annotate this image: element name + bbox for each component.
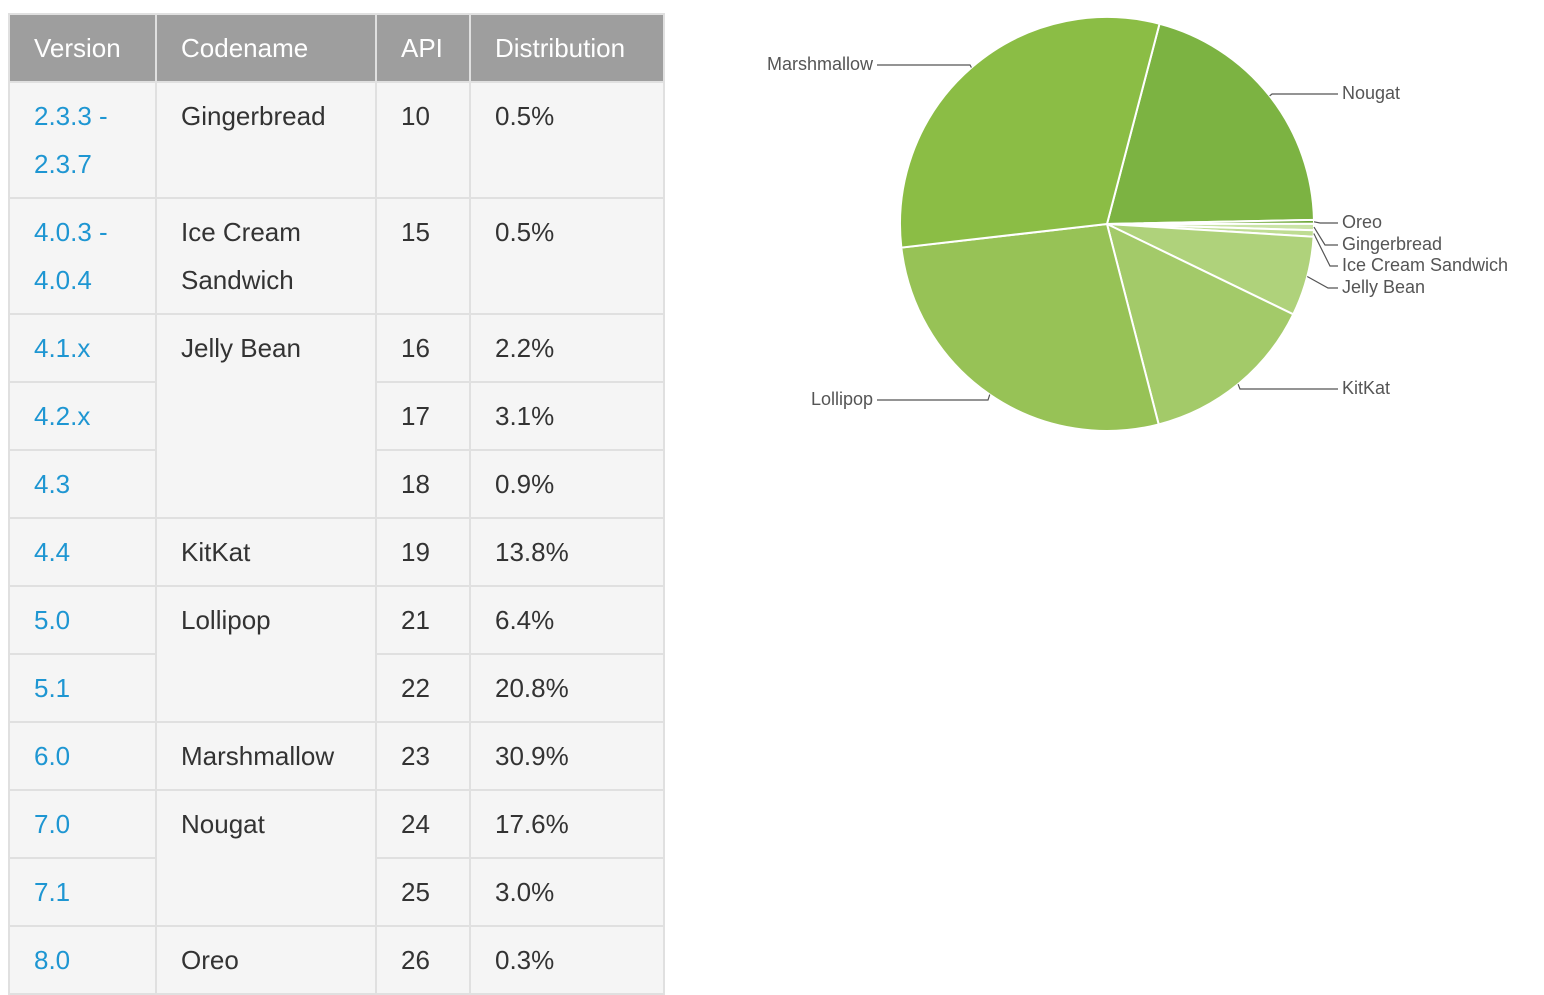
- leader-line: [1306, 276, 1338, 289]
- leader-line: [1237, 383, 1338, 390]
- distribution: 20.8%: [469, 653, 665, 723]
- column-header: Version: [8, 13, 157, 83]
- leader-line: [877, 394, 991, 401]
- slice-label: Nougat: [1342, 83, 1400, 103]
- api-level: 24: [375, 789, 471, 859]
- slice-label: Gingerbread: [1342, 234, 1442, 254]
- api-level: 19: [375, 517, 471, 587]
- codename: Oreo: [155, 925, 377, 995]
- version-link[interactable]: 4.3: [8, 449, 157, 519]
- column-header: Codename: [155, 13, 377, 83]
- column-header: API: [375, 13, 471, 83]
- api-level: 17: [375, 381, 471, 451]
- version-link[interactable]: 4.4: [8, 517, 157, 587]
- version-link[interactable]: 8.0: [8, 925, 157, 995]
- version-link[interactable]: 2.3.3 - 2.3.7: [8, 81, 157, 199]
- slice-label: Jelly Bean: [1342, 277, 1425, 297]
- version-link[interactable]: 5.0: [8, 585, 157, 655]
- table-row: 5.0 Lollipop 21 6.4%: [8, 585, 665, 723]
- distribution: 30.9%: [469, 721, 665, 791]
- leader-line: [877, 64, 972, 68]
- codename: Ice Cream Sandwich: [155, 197, 377, 315]
- table-row: 4.2.x 17 3.1%: [8, 381, 665, 451]
- column-header: Distribution: [469, 13, 665, 83]
- api-level: 23: [375, 721, 471, 791]
- leader-line: [1313, 221, 1338, 224]
- distribution: 0.3%: [469, 925, 665, 995]
- distribution: 17.6%: [469, 789, 665, 859]
- api-level: 26: [375, 925, 471, 995]
- api-level: 22: [375, 653, 471, 723]
- distribution: 3.1%: [469, 381, 665, 451]
- version-link[interactable]: 4.1.x: [8, 313, 157, 383]
- version-link[interactable]: 5.1: [8, 653, 157, 723]
- api-level: 21: [375, 585, 471, 655]
- api-level: 16: [375, 313, 471, 383]
- slice-label: Marshmallow: [767, 54, 874, 74]
- table-row: 4.4 KitKat 19 13.8%: [8, 517, 665, 587]
- pie-slice: [1105, 222, 1295, 426]
- version-link[interactable]: 4.2.x: [8, 381, 157, 451]
- api-level: 15: [375, 197, 471, 315]
- pie-slice: [1105, 22, 1315, 226]
- table-row: 5.1 22 20.8%: [8, 653, 665, 723]
- distribution: 3.0%: [469, 857, 665, 927]
- table-row: 6.0 Marshmallow 23 30.9%: [8, 721, 665, 791]
- table-body: 2.3.3 - 2.3.7 Gingerbread 10 0.5% 4.0.3 - 4.…: [8, 81, 665, 995]
- table-row: 4.0.3 - 4.0.4 Ice Cream Sandwich 15 0.5%: [8, 197, 665, 315]
- distribution: 6.4%: [469, 585, 665, 655]
- table-row: 8.0 Oreo 26 0.3%: [8, 925, 665, 995]
- header-row: Version Codename API Distribution: [8, 13, 665, 83]
- codename: Gingerbread: [155, 81, 377, 199]
- version-link[interactable]: 4.0.3 - 4.0.4: [8, 197, 157, 315]
- table-row: 7.1 25 3.0%: [8, 857, 665, 927]
- leader-line: [1313, 233, 1338, 267]
- distribution-table: Version Codename API Distribution 2.3.3 - 2…: [8, 13, 665, 995]
- distribution: 0.5%: [469, 81, 665, 199]
- table-row: 4.1.x Jelly Bean 16 2.2%: [8, 313, 665, 519]
- api-level: 18: [375, 449, 471, 519]
- codename: Marshmallow: [155, 721, 377, 791]
- leader-line: [1313, 226, 1338, 246]
- codename: KitKat: [155, 517, 377, 587]
- api-level: 10: [375, 81, 471, 199]
- api-level: 25: [375, 857, 471, 927]
- slice-label: KitKat: [1342, 378, 1390, 398]
- leader-line: [1269, 93, 1338, 97]
- table-row: 2.3.3 - 2.3.7 Gingerbread 10 0.5%: [8, 81, 665, 199]
- version-link[interactable]: 6.0: [8, 721, 157, 791]
- codename: Nougat: [155, 789, 377, 927]
- version-link[interactable]: 7.1: [8, 857, 157, 927]
- codename: Jelly Bean: [155, 313, 377, 519]
- slice-label: Oreo: [1342, 212, 1382, 232]
- distribution: 2.2%: [469, 313, 665, 383]
- distribution: 0.5%: [469, 197, 665, 315]
- distribution: 0.9%: [469, 449, 665, 519]
- version-link[interactable]: 7.0: [8, 789, 157, 859]
- slice-label: Lollipop: [811, 389, 873, 409]
- codename: Lollipop: [155, 585, 377, 723]
- slice-label: Ice Cream Sandwich: [1342, 255, 1508, 275]
- table-row: 7.0 Nougat 24 17.6%: [8, 789, 665, 927]
- distribution: 13.8%: [469, 517, 665, 587]
- table-row: 4.3 18 0.9%: [8, 449, 665, 519]
